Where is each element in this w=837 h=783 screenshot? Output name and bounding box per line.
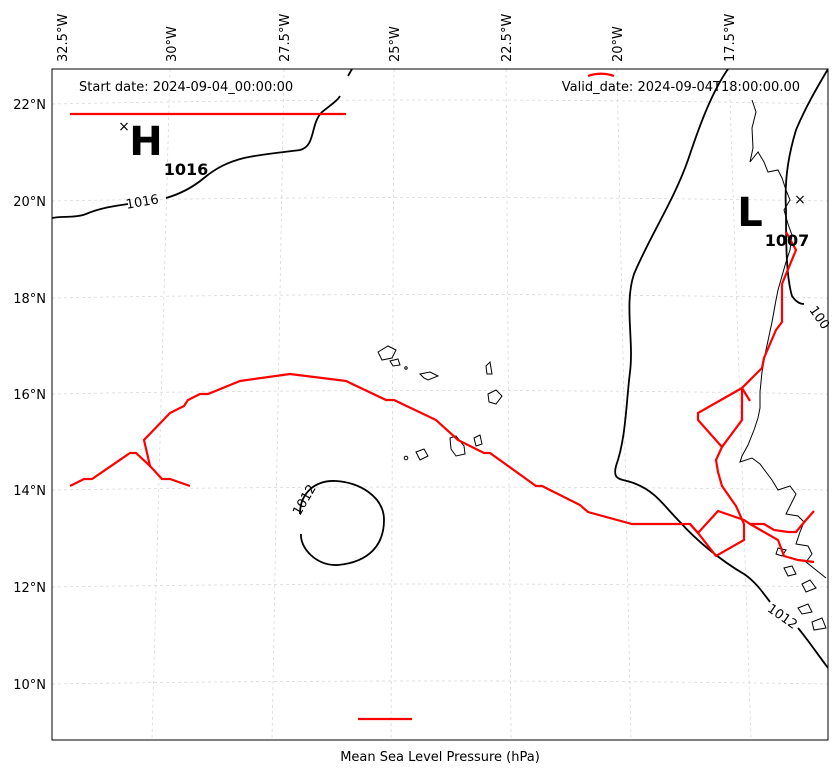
lat-label: 18°N: [13, 292, 46, 307]
valid-date-label: Valid_date: 2024-09-04T18:00:00.00: [562, 80, 800, 95]
island-sal: [485, 360, 493, 375]
africa-coastline: [739, 99, 827, 579]
grid-meridian-27-5w: [271, 69, 285, 740]
x-axis-label: Mean Sea Level Pressure (hPa): [340, 750, 540, 765]
grid-parallel-22n: [52, 99, 828, 105]
island-sao-vicente: [389, 358, 401, 367]
red-trough-loop: [696, 387, 743, 448]
lon-label: 20°W: [611, 26, 626, 62]
island-santiago: [449, 435, 466, 457]
map-frame: [51, 68, 829, 741]
lon-label: 25°W: [388, 26, 403, 62]
high-center-marker-icon: ×: [118, 119, 130, 135]
low-value: 1007: [765, 231, 810, 250]
lat-label: 14°N: [13, 484, 46, 499]
high-pressure-center: × H 1016: [118, 119, 208, 179]
grid-meridian-30w: [151, 69, 171, 740]
lon-label: 17.5°W: [723, 14, 738, 62]
low-letter: L: [737, 190, 763, 236]
island-brava: [403, 455, 409, 461]
lon-label: 30°W: [165, 26, 180, 62]
high-letter: H: [129, 119, 162, 165]
feature-lines: [69, 72, 815, 721]
lat-label: 22°N: [13, 98, 46, 113]
coastal-islands: [775, 547, 827, 631]
red-trough-hook: [149, 465, 191, 488]
low-center-marker-icon: ×: [794, 192, 806, 208]
red-trough-spur: [741, 387, 751, 402]
lon-label: 22.5°W: [500, 14, 515, 62]
lat-label: 12°N: [13, 581, 46, 596]
island-fogo: [415, 448, 429, 461]
island-santa-luzia: [404, 366, 408, 370]
island-boa-vista: [487, 389, 503, 405]
red-line-top-edge: [587, 72, 615, 78]
map-background: [52, 69, 828, 740]
island-santo-antao: [377, 345, 397, 361]
red-trough-east: [749, 523, 815, 564]
grid-parallel-10n: [52, 680, 828, 685]
grid-meridian-25w: [390, 69, 395, 740]
grid-meridian-22-5w: [505, 69, 512, 740]
isobar-label-1016: 1016: [125, 192, 160, 213]
longitude-labels: 32.5°W 30°W 27.5°W 25°W 22.5°W 20°W 17.5…: [56, 14, 738, 62]
grid-meridian-17-5w: [728, 69, 752, 740]
lat-label: 10°N: [13, 678, 46, 693]
lon-label: 32.5°W: [56, 14, 71, 62]
grid-parallel-12n: [52, 583, 828, 588]
isobar-1016: [52, 69, 353, 219]
lat-label: 16°N: [13, 388, 46, 403]
cape-verde-islands: [377, 345, 503, 461]
graticule: [52, 69, 828, 740]
low-pressure-center: × L 1007: [737, 190, 809, 250]
grid-parallel-20n: [52, 197, 828, 202]
lon-label: 27.5°W: [278, 14, 293, 62]
latitude-labels: 22°N 20°N 18°N 16°N 14°N 12°N 10°N: [13, 98, 46, 693]
island-sao-nicolau: [418, 371, 440, 381]
lat-label: 20°N: [13, 195, 46, 210]
grid-parallel-16n: [52, 390, 828, 395]
isobar-100x: [784, 69, 828, 305]
isobar-1012-closed: [299, 480, 385, 566]
grid-parallel-18n: [52, 294, 828, 299]
grid-parallel-14n: [52, 486, 828, 491]
start-date-label: Start date: 2024-09-04_00:00:00: [79, 80, 293, 95]
island-maio: [473, 434, 483, 447]
grid-meridian-20w: [616, 69, 632, 740]
high-value: 1016: [164, 160, 209, 179]
